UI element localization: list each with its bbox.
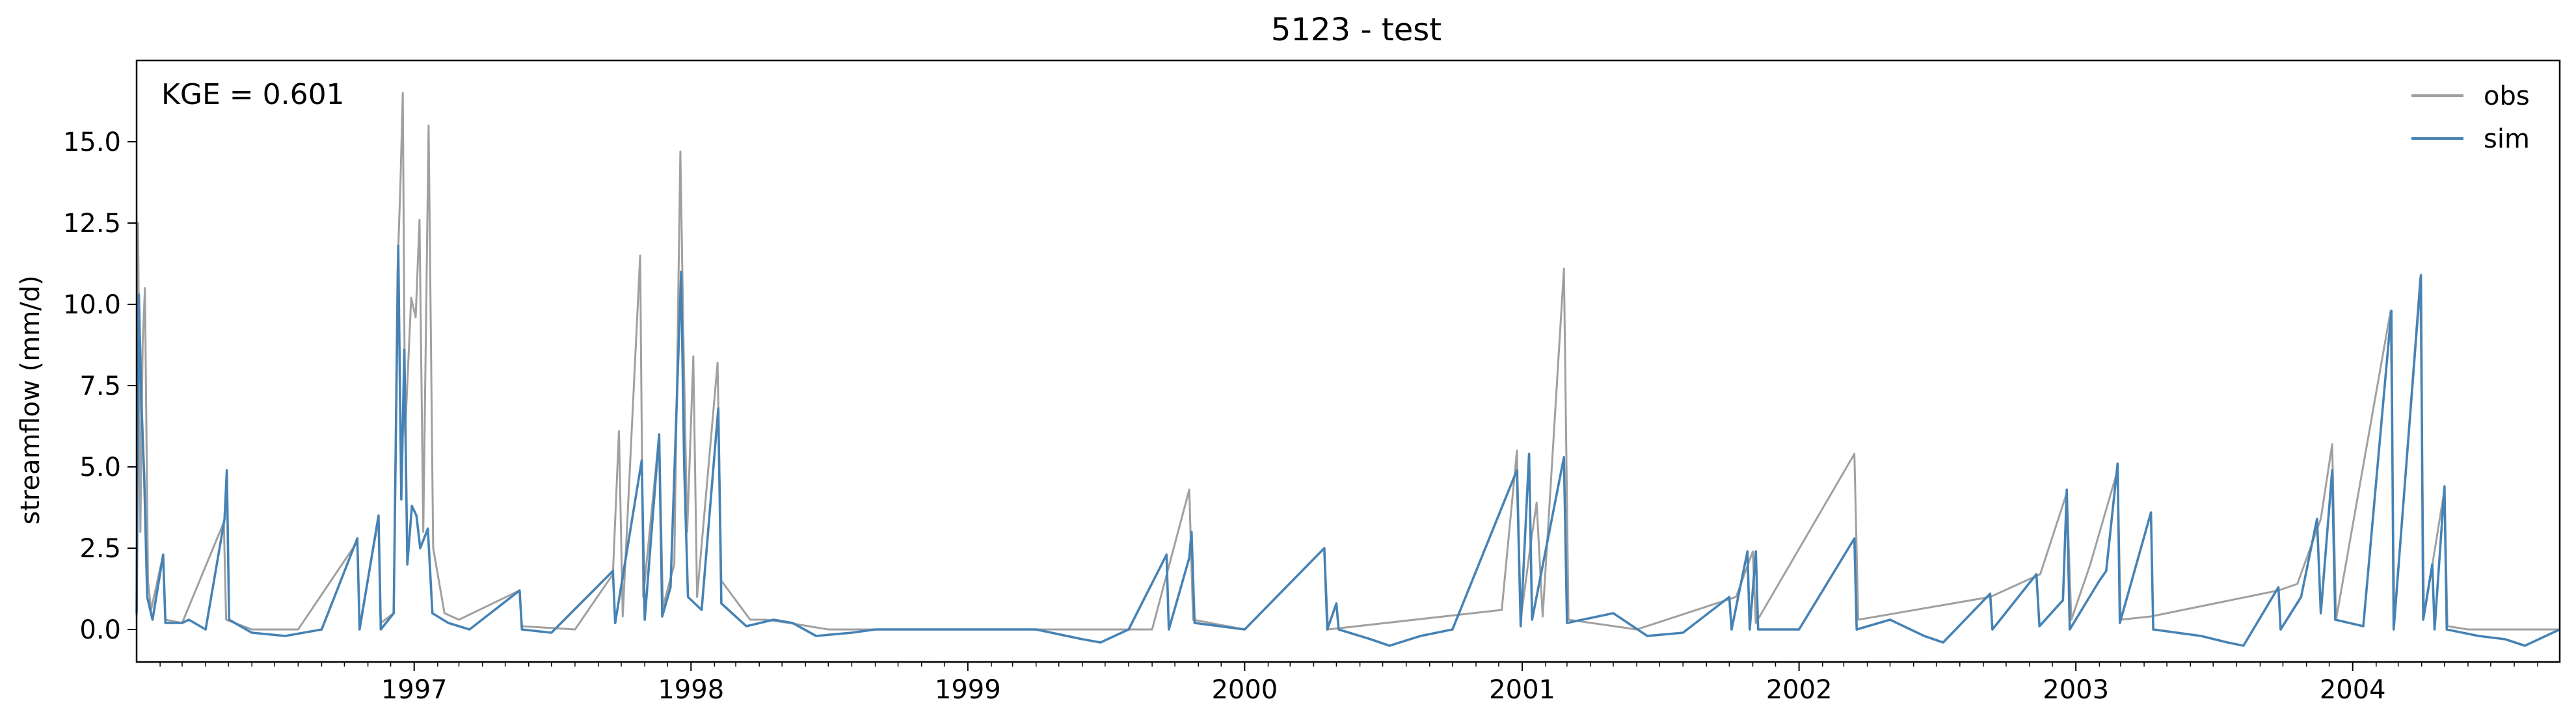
x-tick-label: 1999 — [935, 675, 1001, 705]
x-tick-label: 1997 — [381, 675, 448, 705]
x-tick-label: 2004 — [2320, 675, 2386, 705]
y-tick-label: 15.0 — [63, 127, 121, 157]
series-line-obs — [135, 92, 2560, 631]
axes-frame — [135, 59, 2561, 663]
series-line-sim — [135, 245, 2560, 647]
legend-obs-label: obs — [2484, 81, 2530, 111]
y-axis-title: streamflow (mm/d) — [16, 275, 46, 524]
x-tick-label: 2000 — [1211, 675, 1278, 705]
kge-annotation: KGE = 0.601 — [161, 78, 345, 111]
legend: obs sim — [2411, 81, 2530, 154]
y-tick-label: 0.0 — [79, 615, 121, 645]
x-tick-label: 1998 — [658, 675, 724, 705]
y-tick-label: 5.0 — [79, 453, 121, 482]
y-tick-label: 10.0 — [63, 290, 121, 320]
x-tick-label: 2003 — [2043, 675, 2109, 705]
plot-area: 1997 1998 1999 2000 2001 2002 2003 2004 0.0 2.5 5.… — [63, 59, 2561, 705]
chart-title: 5123 - test — [1271, 12, 1442, 48]
y-tick-label: 12.5 — [63, 209, 121, 239]
legend-sim-label: sim — [2484, 124, 2530, 154]
y-tick-label: 7.5 — [79, 371, 121, 401]
x-tick-label: 2002 — [1766, 675, 1832, 705]
y-tick-label: 2.5 — [79, 534, 121, 564]
x-tick-label: 2001 — [1489, 675, 1555, 705]
